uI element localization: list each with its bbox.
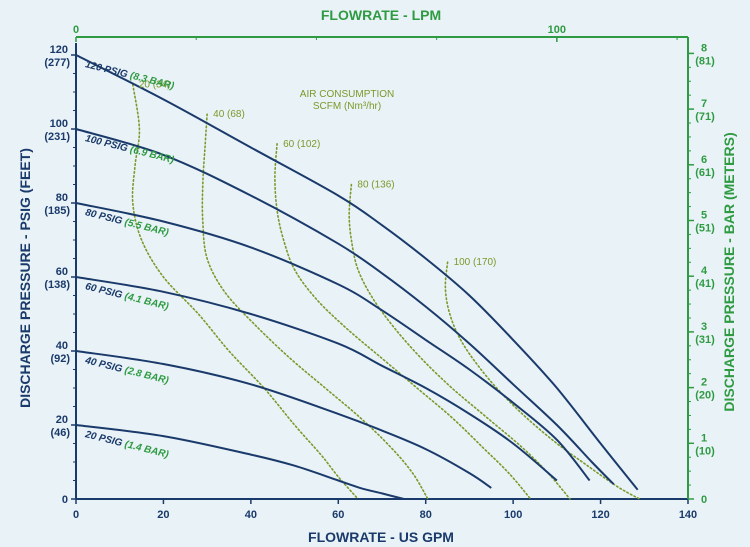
x-tick-label: 100 xyxy=(504,509,522,521)
y-tick-sublabel: (46) xyxy=(50,427,70,439)
y-axis-title-left: DISCHARGE PRESSURE - PSIG (FEET) xyxy=(17,148,33,408)
x-axis-title: FLOWRATE - US GPM xyxy=(308,529,454,545)
right-tick-sublabel: (41) xyxy=(695,278,715,290)
pressure-curve-label: 100 PSIG (6.9 BAR) xyxy=(84,133,176,166)
air-curve-label: 20 (34) xyxy=(139,80,171,91)
right-tick-label: 2 xyxy=(701,377,707,389)
right-tick-label: 4 xyxy=(701,265,708,277)
y-tick-sublabel: (138) xyxy=(44,279,70,291)
x-tick-label: 0 xyxy=(73,509,79,521)
right-tick-label: 6 xyxy=(701,154,707,166)
pressure-curve xyxy=(75,276,558,482)
right-tick-sublabel: (51) xyxy=(695,223,715,235)
x-tick-label: 60 xyxy=(332,509,344,521)
x-tick-label: 80 xyxy=(420,509,432,521)
air-curve-label: 60 (102) xyxy=(283,139,320,150)
x-tick-label: 40 xyxy=(245,509,257,521)
right-tick-label: 5 xyxy=(701,210,707,222)
air-curve xyxy=(348,183,571,500)
air-curve xyxy=(201,113,429,500)
air-curve xyxy=(274,143,532,500)
pressure-curve xyxy=(75,128,615,485)
air-curve xyxy=(444,261,641,500)
right-tick-label: 0 xyxy=(701,494,707,506)
y-tick-label: 20 xyxy=(56,414,68,426)
top-tick-label: 0 xyxy=(73,24,79,36)
y-tick-label: 40 xyxy=(56,340,68,352)
x-tick-label: 120 xyxy=(591,509,609,521)
pressure-curve-label: 120 PSIG (8.3 BAR) xyxy=(84,59,176,92)
air-curve-label: 100 (170) xyxy=(454,257,497,268)
right-tick-label: 8 xyxy=(701,42,707,54)
air-curve xyxy=(131,83,359,500)
y-tick-label: 100 xyxy=(50,118,68,130)
air-consumption-title: AIR CONSUMPTION SCFM (Nm³/hr) xyxy=(300,89,394,112)
air-curve-label: 40 (68) xyxy=(213,109,245,120)
y-axis-title-right: DISCHARGE PRESSURE - BAR (METERS) xyxy=(721,132,737,411)
right-tick-label: 7 xyxy=(701,98,707,110)
y-tick-sublabel: (92) xyxy=(50,353,70,365)
right-tick-sublabel: (61) xyxy=(695,167,715,179)
pressure-curve xyxy=(75,424,405,500)
pressure-curve xyxy=(75,54,639,491)
y-tick-label: 0 xyxy=(62,494,68,506)
right-tick-label: 3 xyxy=(701,321,707,333)
axes: 0204060801001201400100200300400500020(46… xyxy=(44,24,715,521)
right-tick-sublabel: (20) xyxy=(695,390,715,402)
y-tick-sublabel: (231) xyxy=(44,131,70,143)
pressure-curve-label: 20 PSIG (1.4 BAR) xyxy=(83,429,170,461)
pressure-curve xyxy=(75,202,591,482)
pressure-curve-label: 40 PSIG (2.8 BAR) xyxy=(83,355,170,387)
y-tick-label: 60 xyxy=(56,266,68,278)
x-tick-label: 140 xyxy=(679,509,697,521)
y-tick-label: 80 xyxy=(56,192,68,204)
air-curve-label: 80 (136) xyxy=(357,180,394,191)
pressure-curve xyxy=(75,350,492,489)
pressure-curve-label: 80 PSIG (5.5 BAR) xyxy=(84,207,170,239)
x-tick-label: 20 xyxy=(157,509,169,521)
y-tick-sublabel: (277) xyxy=(44,57,70,69)
top-tick-label: 100 xyxy=(548,24,566,36)
series-layer xyxy=(75,54,641,500)
top-axis-title: FLOWRATE - LPM xyxy=(321,7,441,23)
y-tick-sublabel: (185) xyxy=(44,205,70,217)
y-tick-label: 120 xyxy=(50,44,68,56)
right-tick-sublabel: (71) xyxy=(695,111,715,123)
right-tick-label: 1 xyxy=(701,432,707,444)
right-tick-sublabel: (31) xyxy=(695,334,715,346)
right-tick-sublabel: (81) xyxy=(695,55,715,67)
right-tick-sublabel: (10) xyxy=(695,445,715,457)
